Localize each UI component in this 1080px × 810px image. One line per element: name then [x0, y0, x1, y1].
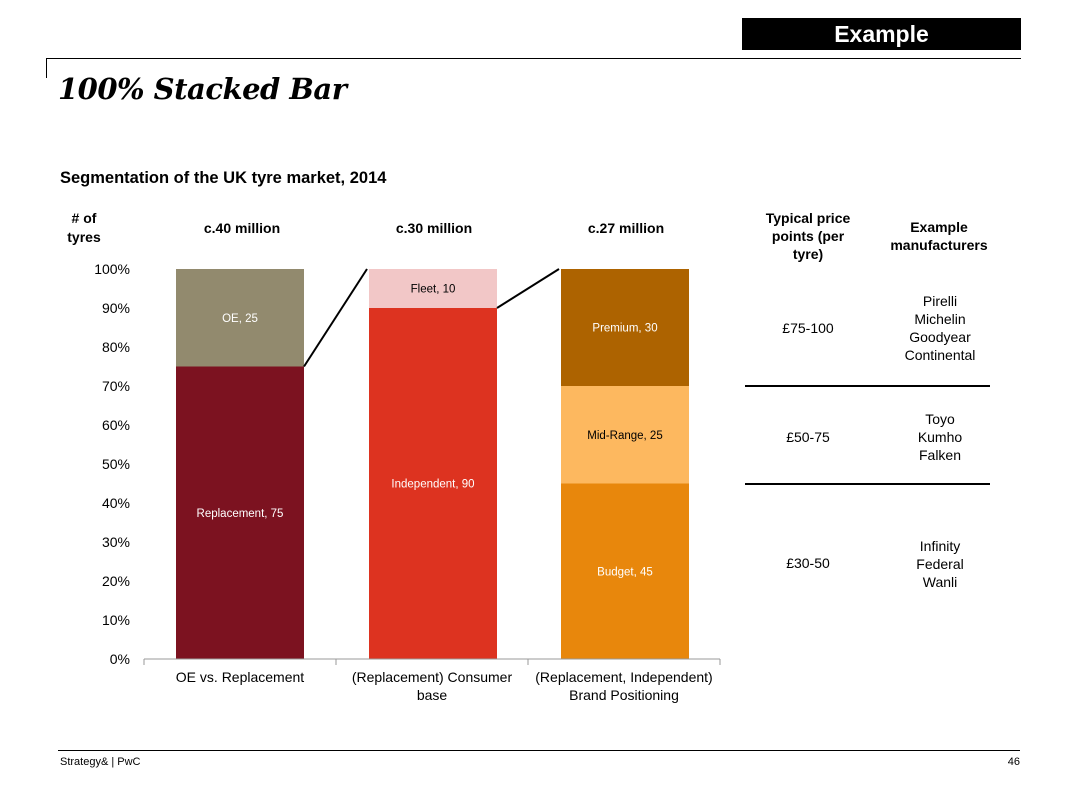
x-category-label: Brand Positioning — [569, 687, 679, 703]
price-points-header: Typical price points (per tyre) — [748, 209, 868, 263]
table-divider — [745, 385, 990, 387]
manufacturer-name: Falken — [918, 447, 962, 463]
y-axis-label: tyres — [67, 229, 101, 245]
y-tick-label: 10% — [102, 612, 130, 628]
price-header-line: points (per — [771, 228, 845, 244]
y-tick-label: 70% — [102, 378, 130, 394]
y-tick-label: 80% — [102, 339, 130, 355]
y-tick-label: 50% — [102, 456, 130, 472]
x-category-label: (Replacement, Independent) — [535, 669, 712, 685]
price-cell-budget: £30-50 — [786, 555, 830, 571]
y-tick-label: 90% — [102, 300, 130, 316]
manufacturer-name: Continental — [904, 347, 976, 363]
y-tick-label: 30% — [102, 534, 130, 550]
page-title: 100% Stacked Bar — [58, 72, 347, 106]
manufacturers-cell-premium: Pirelli Michelin Goodyear Continental — [880, 292, 1000, 364]
manufacturer-name: Goodyear — [909, 329, 971, 345]
bar-total-label: c.30 million — [396, 220, 472, 236]
manufacturer-name: Toyo — [925, 411, 955, 427]
manufacturer-name: Federal — [916, 556, 964, 572]
y-tick-label: 20% — [102, 573, 130, 589]
manufacturer-name: Infinity — [919, 538, 961, 554]
y-tick-label: 40% — [102, 495, 130, 511]
manufacturer-name: Wanli — [922, 574, 958, 590]
footer-divider — [58, 750, 1020, 751]
page-number: 46 — [1007, 756, 1020, 768]
connector-line — [303, 268, 368, 368]
header-divider-tick — [46, 58, 47, 78]
manufacturers-cell-mid-range: Toyo Kumho Falken — [880, 410, 1000, 464]
bar-segment — [561, 269, 689, 386]
bar-segment — [561, 386, 689, 484]
manufacturers-header-line: Example — [910, 219, 968, 235]
footer-source: Strategy& | PwC — [60, 756, 141, 768]
manufacturer-name: Michelin — [914, 311, 966, 327]
y-tick-label: 0% — [110, 651, 130, 667]
y-tick-label: 60% — [102, 417, 130, 433]
price-header-line: Typical price — [765, 210, 851, 226]
y-tick-label: 100% — [94, 261, 130, 277]
x-category-label: OE vs. Replacement — [176, 669, 304, 685]
x-category-label: base — [417, 687, 448, 703]
manufacturers-header: Example manufacturers — [874, 218, 1004, 254]
price-cell-premium: £75-100 — [782, 320, 834, 336]
data-label: Premium, 30 — [592, 323, 657, 335]
y-axis-label: # of — [72, 210, 97, 226]
bar-segment — [561, 483, 689, 659]
bar-segment — [176, 366, 304, 659]
x-category-label: (Replacement) Consumer — [352, 669, 513, 685]
data-label: Independent, 90 — [391, 479, 474, 491]
bar-total-label: c.27 million — [588, 220, 664, 236]
manufacturers-cell-budget: Infinity Federal Wanli — [880, 537, 1000, 591]
bar-total-label: c.40 million — [204, 220, 280, 236]
connector-line — [496, 268, 560, 309]
example-tag: Example — [742, 18, 1021, 50]
data-label: Replacement, 75 — [197, 508, 284, 520]
bar-segment — [369, 308, 497, 659]
table-divider — [745, 483, 990, 485]
price-header-line: tyre) — [792, 246, 824, 262]
manufacturers-header-line: manufacturers — [890, 237, 988, 253]
data-label: Mid-Range, 25 — [587, 430, 662, 442]
bar-segment — [369, 269, 497, 308]
manufacturer-name: Pirelli — [922, 293, 958, 309]
header-divider — [46, 58, 1021, 59]
data-label: OE, 25 — [222, 313, 258, 325]
manufacturer-name: Kumho — [917, 429, 963, 445]
data-label: Budget, 45 — [597, 566, 653, 578]
data-label: Fleet, 10 — [411, 284, 456, 296]
chart-title: Segmentation of the UK tyre market, 2014 — [60, 169, 387, 187]
price-cell-mid-range: £50-75 — [786, 429, 830, 445]
bar-segment — [176, 269, 304, 367]
